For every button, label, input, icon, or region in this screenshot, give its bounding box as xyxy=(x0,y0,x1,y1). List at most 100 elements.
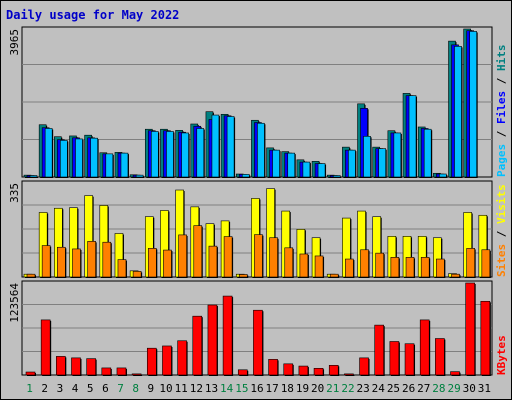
legend-pages-files-hits: Pages / Files / Hits xyxy=(495,45,508,178)
bar-pages-day-28 xyxy=(439,173,447,178)
bar-pages-day-23 xyxy=(363,136,371,178)
bar-sites-day-8 xyxy=(132,271,142,278)
bar-kbytes-day-6 xyxy=(101,367,112,376)
bar-pages-day-8 xyxy=(135,174,144,178)
bar-sites-day-18 xyxy=(284,247,294,278)
bar-kbytes-day-20 xyxy=(313,367,324,376)
bar-pages-day-30 xyxy=(469,31,477,178)
x-tick-label: 19 xyxy=(296,382,309,395)
bar-shadow xyxy=(133,374,143,376)
legend-separator: / xyxy=(495,124,508,144)
bar-sites-day-13 xyxy=(208,245,218,278)
bar-sites-day-3 xyxy=(57,246,66,278)
bar-kbytes-day-8 xyxy=(131,373,142,376)
legend-item-visits: Visits xyxy=(495,184,508,224)
bar-sites-day-27 xyxy=(420,257,430,278)
panel-visits-sites: 335 Sites / Visits xyxy=(8,180,508,278)
bar-pages-day-24 xyxy=(378,148,387,178)
bar-kbytes-day-13 xyxy=(207,304,218,376)
bar-pages-day-20 xyxy=(317,163,326,178)
x-tick-label: 20 xyxy=(311,382,324,395)
bar-kbytes-day-4 xyxy=(71,357,81,376)
x-tick-label: 31 xyxy=(478,382,491,395)
bar-kbytes-day-28 xyxy=(435,338,445,376)
bar-kbytes-day-16 xyxy=(253,309,263,376)
bar-kbytes-day-9 xyxy=(146,347,157,376)
bar-kbytes-day-19 xyxy=(298,365,309,376)
x-tick-label: 17 xyxy=(266,382,279,395)
x-tick-label: 25 xyxy=(387,382,400,395)
bar-kbytes-day-29 xyxy=(450,371,460,376)
bar-kbytes-day-24 xyxy=(374,324,385,376)
bar-kbytes-day-14 xyxy=(222,295,233,376)
bar-pages-day-10 xyxy=(166,131,174,178)
bar-kbytes-day-7 xyxy=(116,367,127,376)
bar-sites-day-24 xyxy=(375,252,385,278)
x-tick-label: 11 xyxy=(175,382,188,395)
panel-pages-files-hits: 3965 Pages / Files / Hits xyxy=(8,26,508,179)
bar-kbytes-day-31 xyxy=(480,300,491,376)
bar-sites-day-28 xyxy=(436,258,445,278)
bar-pages-day-21 xyxy=(332,175,341,178)
bar-pages-day-11 xyxy=(181,132,189,178)
bar-kbytes-day-11 xyxy=(177,340,187,376)
legend-separator: / xyxy=(495,71,508,91)
legend-item-files: Files xyxy=(495,91,508,124)
bar-sites-day-19 xyxy=(299,253,309,278)
x-tick-label: 24 xyxy=(372,382,386,395)
y-max-label: 123564 xyxy=(8,283,21,323)
bar-pages-day-25 xyxy=(393,132,402,178)
bar-kbytes-day-26 xyxy=(404,343,415,376)
bar-sites-day-6 xyxy=(102,241,112,278)
bar-kbytes-day-21 xyxy=(328,365,339,376)
bar-pages-day-19 xyxy=(302,161,311,178)
bar-pages-day-13 xyxy=(211,114,220,178)
x-tick-label: 10 xyxy=(159,382,172,395)
y-max-label: 3965 xyxy=(8,29,21,56)
bar-sites-day-31 xyxy=(481,249,491,278)
x-tick-label: 1 xyxy=(26,382,33,395)
x-tick-label: 23 xyxy=(357,382,370,395)
x-tick-label: 18 xyxy=(281,382,294,395)
bar-pages-day-18 xyxy=(287,152,296,178)
x-tick-label: 8 xyxy=(132,382,139,395)
bar-pages-day-29 xyxy=(454,46,462,178)
bar-pages-day-14 xyxy=(226,116,235,178)
bar-sites-day-16 xyxy=(254,234,263,278)
x-tick-label: 21 xyxy=(326,382,339,395)
bar-kbytes-day-10 xyxy=(162,345,172,376)
bar-pages-day-26 xyxy=(408,95,417,178)
x-tick-label: 3 xyxy=(57,382,64,395)
bar-sites-day-2 xyxy=(41,245,51,278)
legend-item-pages: Pages xyxy=(495,144,508,177)
legend-kbytes: KBytes xyxy=(495,335,508,375)
bar-kbytes-day-12 xyxy=(192,315,203,376)
bar-sites-day-10 xyxy=(163,249,172,278)
bar-pages-day-16 xyxy=(257,122,265,178)
bar-sites-day-4 xyxy=(72,248,81,278)
bar-pages-day-22 xyxy=(348,149,356,178)
bar-pages-day-27 xyxy=(423,128,432,178)
bar-pages-day-12 xyxy=(196,128,205,178)
bar-kbytes-day-15 xyxy=(237,369,248,376)
bar-pages-day-7 xyxy=(120,152,129,178)
bar-sites-day-23 xyxy=(360,249,369,278)
bar-pages-day-5 xyxy=(90,137,98,178)
legend-item-kbytes: KBytes xyxy=(495,335,508,375)
bar-sites-day-29 xyxy=(451,273,460,278)
bar-pages-day-17 xyxy=(272,149,280,178)
x-tick-label: 16 xyxy=(250,382,263,395)
bar-sites-day-9 xyxy=(147,248,157,278)
x-tick-label: 27 xyxy=(417,382,430,395)
bar-pages-day-4 xyxy=(75,138,83,178)
x-tick-label: 5 xyxy=(87,382,94,395)
bar-sites-day-14 xyxy=(223,236,233,278)
chart-title: Daily usage for May 2022 xyxy=(6,8,179,22)
x-tick-label: 14 xyxy=(220,382,234,395)
bar-kbytes-day-5 xyxy=(86,358,96,376)
bar-kbytes-day-18 xyxy=(283,363,294,376)
bar-sites-day-5 xyxy=(87,241,96,278)
x-tick-label: 26 xyxy=(402,382,415,395)
x-tick-label: 2 xyxy=(41,382,48,395)
